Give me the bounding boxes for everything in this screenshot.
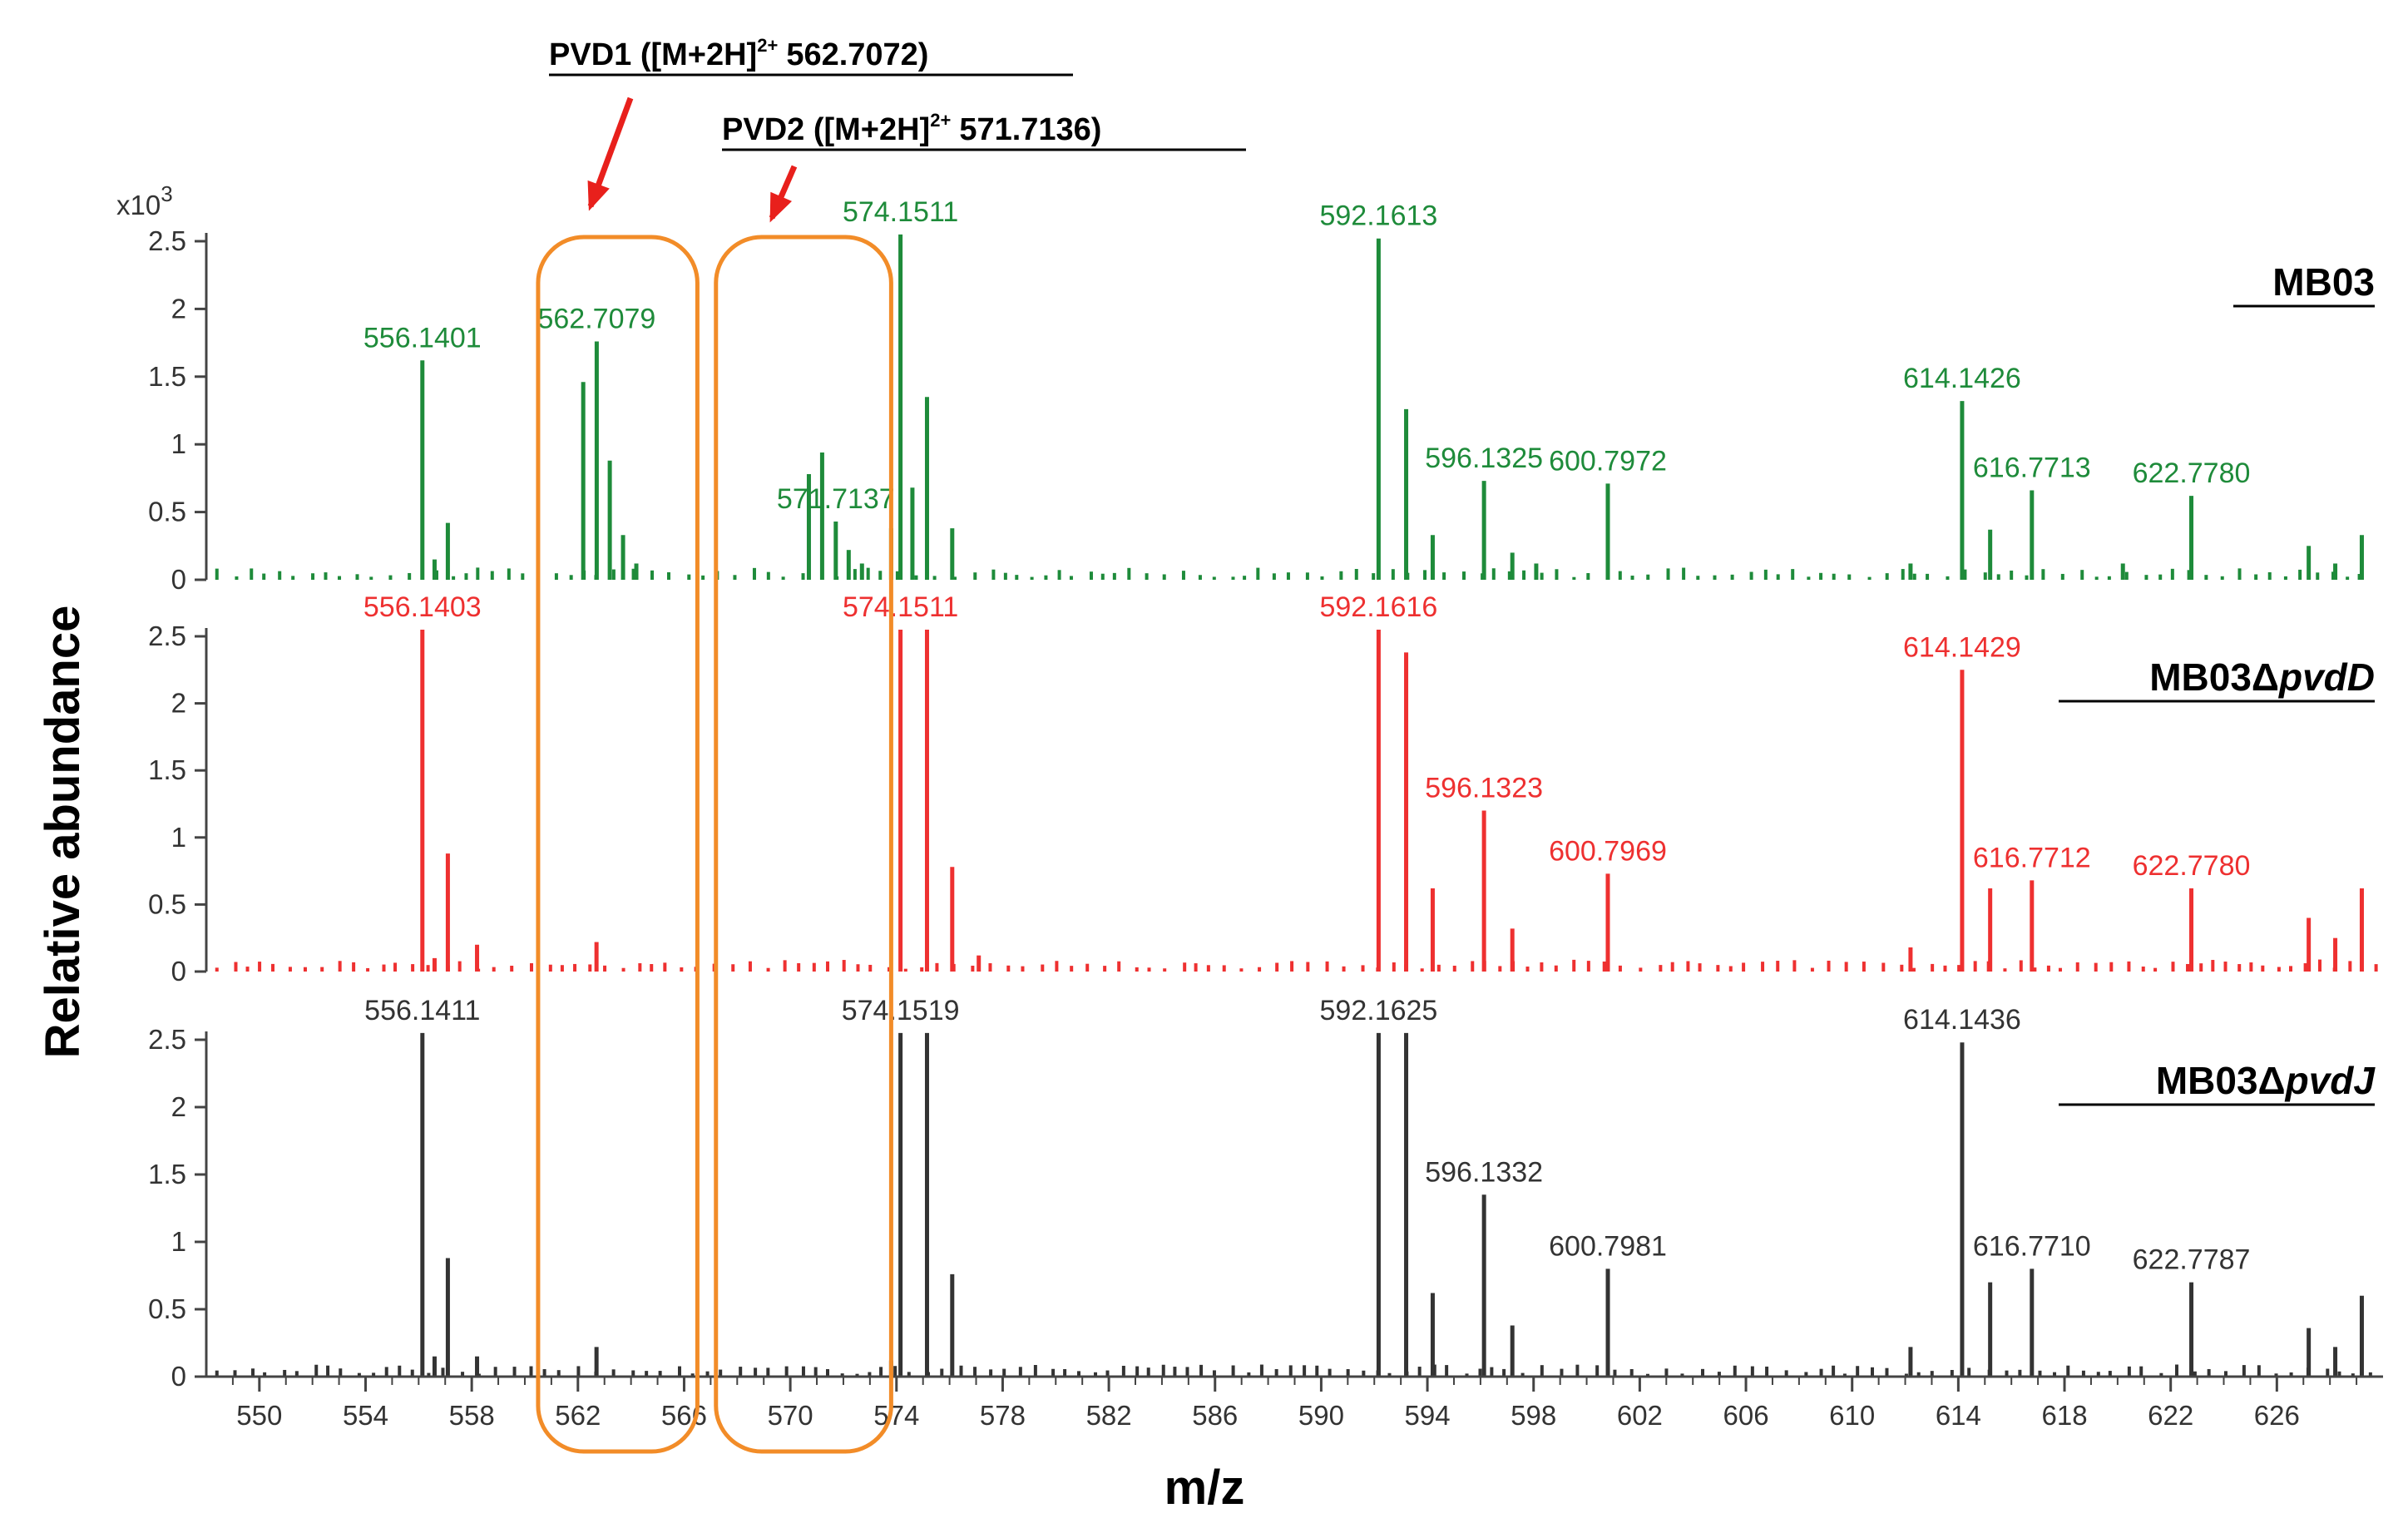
x-tick-label: 594 xyxy=(1405,1400,1451,1431)
peak-label: 596.1323 xyxy=(1425,773,1543,804)
peak-label: 592.1616 xyxy=(1319,591,1437,623)
panel-label-main: MB03Δ xyxy=(2156,1059,2286,1102)
y-tick-label: 2.5 xyxy=(148,225,186,256)
annotation-pvd2: PVD2 ([M+2H]2+ 571.7136) xyxy=(722,110,1101,147)
y-tick-label: 1.5 xyxy=(148,754,186,785)
x-tick-label: 602 xyxy=(1617,1400,1663,1431)
y-tick-label: 0.5 xyxy=(148,1293,186,1324)
x-tick-label: 558 xyxy=(449,1400,495,1431)
y-axis-title: Relative abundance xyxy=(36,606,90,1059)
peak-label: 574.1511 xyxy=(843,591,958,623)
x-tick-label: 598 xyxy=(1511,1400,1556,1431)
x-tick-label: 586 xyxy=(1192,1400,1238,1431)
y-tick-label: 0 xyxy=(171,1361,186,1392)
peak-label: 574.1519 xyxy=(842,995,960,1026)
peak-label: 622.7780 xyxy=(2133,457,2251,489)
peak-label: 571.7137 xyxy=(777,483,895,515)
x-tick-label: 622 xyxy=(2148,1400,2193,1431)
peak-label: 592.1613 xyxy=(1319,200,1437,232)
y-tick-label: 2 xyxy=(171,1091,186,1122)
peak-label: 600.7969 xyxy=(1549,835,1667,867)
peak-label: 622.7780 xyxy=(2133,850,2251,882)
peak-label: 616.7710 xyxy=(1973,1230,2091,1262)
x-tick-label: 614 xyxy=(1936,1400,1981,1431)
y-tick-label: 1.5 xyxy=(148,1159,186,1189)
peak-label: 556.1401 xyxy=(363,322,482,354)
x-tick-label: 550 xyxy=(236,1400,282,1431)
annotation-pvd1: PVD1 ([M+2H]2+ 562.7072) xyxy=(549,35,928,72)
peak-label: 592.1625 xyxy=(1320,995,1438,1026)
x-tick-label: 582 xyxy=(1086,1400,1132,1431)
peak-label: 616.7713 xyxy=(1973,452,2091,484)
y-scale-exponent: 3 xyxy=(161,181,172,206)
highlight-box-pvd1 xyxy=(536,235,700,1454)
peak-label: 596.1332 xyxy=(1425,1156,1543,1188)
peak-label: 614.1426 xyxy=(1903,363,2021,394)
y-tick-label: 2.5 xyxy=(148,1024,186,1055)
x-tick-label: 562 xyxy=(555,1400,601,1431)
peak-label: 596.1325 xyxy=(1425,443,1543,474)
y-scale-label: x103 xyxy=(116,181,173,220)
x-tick-label: 554 xyxy=(343,1400,388,1431)
highlight-box-pvd2 xyxy=(714,235,893,1454)
x-tick-label: 610 xyxy=(1829,1400,1875,1431)
y-tick-label: 1 xyxy=(171,822,186,853)
x-tick-label: 626 xyxy=(2254,1400,2300,1431)
y-tick-label: 2 xyxy=(171,688,186,719)
panel-label: MB03ΔpvdD xyxy=(2149,655,2375,699)
y-tick-label: 2 xyxy=(171,293,186,324)
red-arrow-head xyxy=(769,191,793,223)
y-scale-base: x10 xyxy=(116,190,161,220)
x-tick-label: 578 xyxy=(980,1400,1026,1431)
peak-label: 600.7972 xyxy=(1549,445,1667,477)
peak-label: 562.7079 xyxy=(537,303,655,334)
x-tick-label: 566 xyxy=(661,1400,707,1431)
peak-label: 600.7981 xyxy=(1549,1230,1667,1262)
peak-label: 622.7787 xyxy=(2133,1244,2251,1276)
annotation-text: PVD1 ([M+2H] xyxy=(549,37,757,72)
y-tick-label: 1.5 xyxy=(148,361,186,392)
annotation-mz: 571.7136) xyxy=(959,112,1101,147)
y-tick-label: 2.5 xyxy=(148,621,186,651)
panel-label: MB03 xyxy=(2272,260,2375,304)
panel-label-gene: pvdD xyxy=(2277,655,2375,699)
x-tick-label: 570 xyxy=(768,1400,813,1431)
y-tick-label: 1 xyxy=(171,1226,186,1257)
red-arrow-head xyxy=(587,180,610,211)
peak-label: 614.1429 xyxy=(1903,631,2021,663)
panel-label-gene: pvdJ xyxy=(2284,1059,2376,1102)
panel-label: MB03ΔpvdJ xyxy=(2156,1059,2376,1102)
peak-label: 556.1411 xyxy=(364,995,480,1026)
peak-label: 614.1436 xyxy=(1903,1004,2021,1036)
x-tick-label: 574 xyxy=(873,1400,919,1431)
y-tick-label: 0 xyxy=(171,564,186,595)
annotation-charge: 2+ xyxy=(757,35,778,56)
y-tick-label: 0 xyxy=(171,956,186,987)
y-tick-label: 0.5 xyxy=(148,888,186,919)
x-tick-label: 618 xyxy=(2041,1400,2087,1431)
peak-label: 616.7712 xyxy=(1973,842,2091,873)
panel-label-main: MB03 xyxy=(2272,260,2375,304)
annotation-charge: 2+ xyxy=(930,110,951,131)
peak-label: 556.1403 xyxy=(363,591,482,623)
peak-label: 574.1511 xyxy=(843,196,958,228)
y-tick-label: 0.5 xyxy=(148,497,186,527)
annotation-text: PVD2 ([M+2H] xyxy=(722,112,930,147)
x-axis-title: m/z xyxy=(1164,1461,1245,1515)
x-tick-label: 606 xyxy=(1723,1400,1769,1431)
annotation-mz: 562.7072) xyxy=(786,37,928,72)
x-tick-label: 590 xyxy=(1298,1400,1344,1431)
y-tick-label: 1 xyxy=(171,428,186,459)
panel-label-main: MB03Δ xyxy=(2149,655,2279,699)
